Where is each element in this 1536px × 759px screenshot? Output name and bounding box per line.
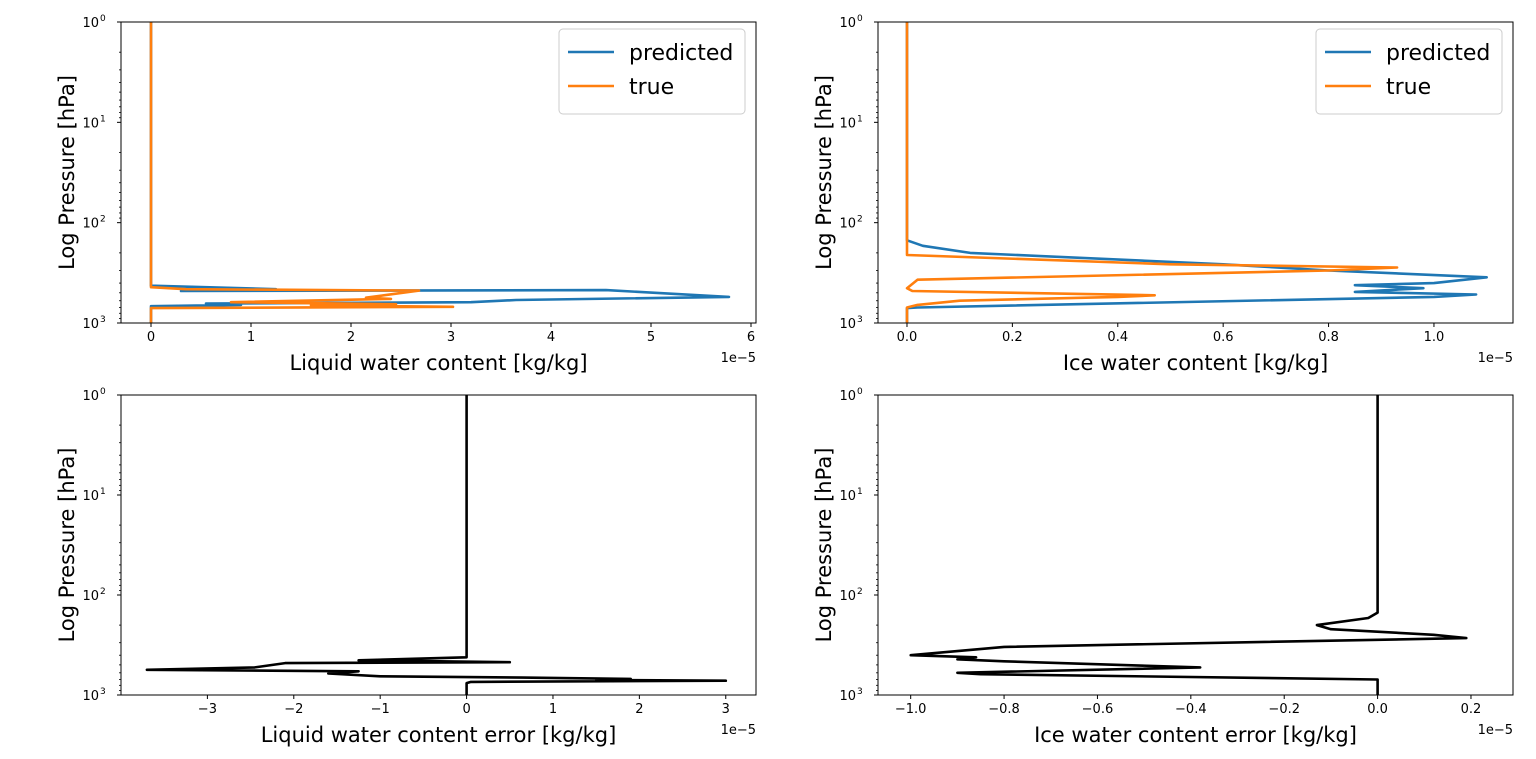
x-axis-label: Ice water content [kg/kg] xyxy=(1063,351,1328,375)
y-tick-exponent: 1 xyxy=(857,114,863,124)
y-tick-label: 10 xyxy=(82,116,99,131)
y-tick-exponent: 0 xyxy=(100,387,106,397)
x-tick-label: −2 xyxy=(284,702,303,717)
x-tick-label: 0.4 xyxy=(1107,330,1128,345)
y-axis-label: Log Pressure [hPa] xyxy=(812,448,836,643)
y-tick-exponent: 3 xyxy=(100,315,106,325)
y-tick-label: 10 xyxy=(82,389,99,404)
x-tick-label: −1 xyxy=(371,702,390,717)
y-tick-exponent: 0 xyxy=(857,387,863,397)
x-tick-label: −1.0 xyxy=(895,702,927,717)
y-tick-exponent: 2 xyxy=(857,215,863,225)
legend-label-true: true xyxy=(1386,75,1431,100)
x-offset-label: 1e−5 xyxy=(721,351,756,366)
x-tick-label: −0.8 xyxy=(988,702,1020,717)
axes-frame xyxy=(877,21,1514,324)
x-tick-label: 3 xyxy=(447,330,455,345)
x-tick-label: −0.2 xyxy=(1268,702,1300,717)
error-line xyxy=(145,395,728,695)
x-tick-label: 2 xyxy=(635,702,643,717)
x-tick-label: 0.2 xyxy=(1002,330,1023,345)
y-tick-label: 10 xyxy=(82,16,99,31)
x-tick-label: −0.4 xyxy=(1175,702,1207,717)
x-tick-label: 5 xyxy=(647,330,655,345)
y-tick-label: 10 xyxy=(82,589,99,604)
x-tick-label: 4 xyxy=(547,330,555,345)
y-tick-label: 10 xyxy=(839,16,856,31)
legend: predicted true xyxy=(1315,28,1503,115)
x-tick-label: 1 xyxy=(549,702,557,717)
y-tick-exponent: 3 xyxy=(857,687,863,697)
legend: predicted true xyxy=(558,28,746,115)
x-axis-label: Liquid water content error [kg/kg] xyxy=(261,723,617,747)
y-tick-exponent: 3 xyxy=(100,687,106,697)
y-tick-exponent: 3 xyxy=(857,315,863,325)
y-axis-label: Log Pressure [hPa] xyxy=(55,448,79,643)
x-tick-label: 0.8 xyxy=(1318,330,1339,345)
y-axis-label: Log Pressure [hPa] xyxy=(55,75,79,270)
y-tick-label: 10 xyxy=(82,317,99,332)
legend-label-true: true xyxy=(629,75,674,100)
x-offset-label: 1e−5 xyxy=(1478,723,1513,738)
legend-label-predicted: predicted xyxy=(629,41,733,66)
axes-frame xyxy=(120,21,757,324)
x-axis-label: Liquid water content [kg/kg] xyxy=(289,351,587,375)
y-tick-exponent: 1 xyxy=(100,114,106,124)
true-line xyxy=(149,22,455,323)
axes-frame xyxy=(877,394,1514,696)
x-axis-label: Ice water content error [kg/kg] xyxy=(1034,723,1357,747)
true-line xyxy=(905,22,1399,323)
y-tick-exponent: 2 xyxy=(100,215,106,225)
y-tick-exponent: 1 xyxy=(857,487,863,497)
x-tick-label: −0.6 xyxy=(1082,702,1114,717)
y-tick-label: 10 xyxy=(839,116,856,131)
y-tick-exponent: 0 xyxy=(857,14,863,24)
y-tick-exponent: 1 xyxy=(100,487,106,497)
y-tick-exponent: 2 xyxy=(857,587,863,597)
error-line xyxy=(909,395,1468,695)
x-offset-label: 1e−5 xyxy=(1478,351,1513,366)
x-tick-label: 0 xyxy=(462,702,470,717)
y-tick-label: 10 xyxy=(82,217,99,232)
predicted-line xyxy=(905,22,1488,323)
axes-frame xyxy=(120,394,757,696)
legend-label-predicted: predicted xyxy=(1386,41,1490,66)
x-tick-label: −3 xyxy=(198,702,217,717)
x-tick-label: 1.0 xyxy=(1424,330,1445,345)
x-tick-label: 0.0 xyxy=(1367,702,1388,717)
y-tick-label: 10 xyxy=(839,217,856,232)
y-axis-label: Log Pressure [hPa] xyxy=(812,75,836,270)
y-tick-label: 10 xyxy=(839,489,856,504)
y-tick-exponent: 0 xyxy=(100,14,106,24)
x-offset-label: 1e−5 xyxy=(721,723,756,738)
legend-box xyxy=(1315,28,1503,115)
x-tick-label: 1 xyxy=(247,330,255,345)
y-tick-exponent: 2 xyxy=(100,587,106,597)
x-tick-label: 0.2 xyxy=(1461,702,1482,717)
y-tick-label: 10 xyxy=(82,689,99,704)
y-tick-label: 10 xyxy=(839,389,856,404)
x-tick-label: 6 xyxy=(747,330,755,345)
y-tick-label: 10 xyxy=(839,317,856,332)
y-tick-label: 10 xyxy=(839,689,856,704)
x-tick-label: 2 xyxy=(347,330,355,345)
x-tick-label: 3 xyxy=(722,702,730,717)
legend-box xyxy=(558,28,746,115)
y-tick-label: 10 xyxy=(82,489,99,504)
x-tick-label: 0.6 xyxy=(1213,330,1234,345)
y-tick-label: 10 xyxy=(839,589,856,604)
x-tick-label: 0.0 xyxy=(897,330,918,345)
x-tick-label: 0 xyxy=(147,330,155,345)
